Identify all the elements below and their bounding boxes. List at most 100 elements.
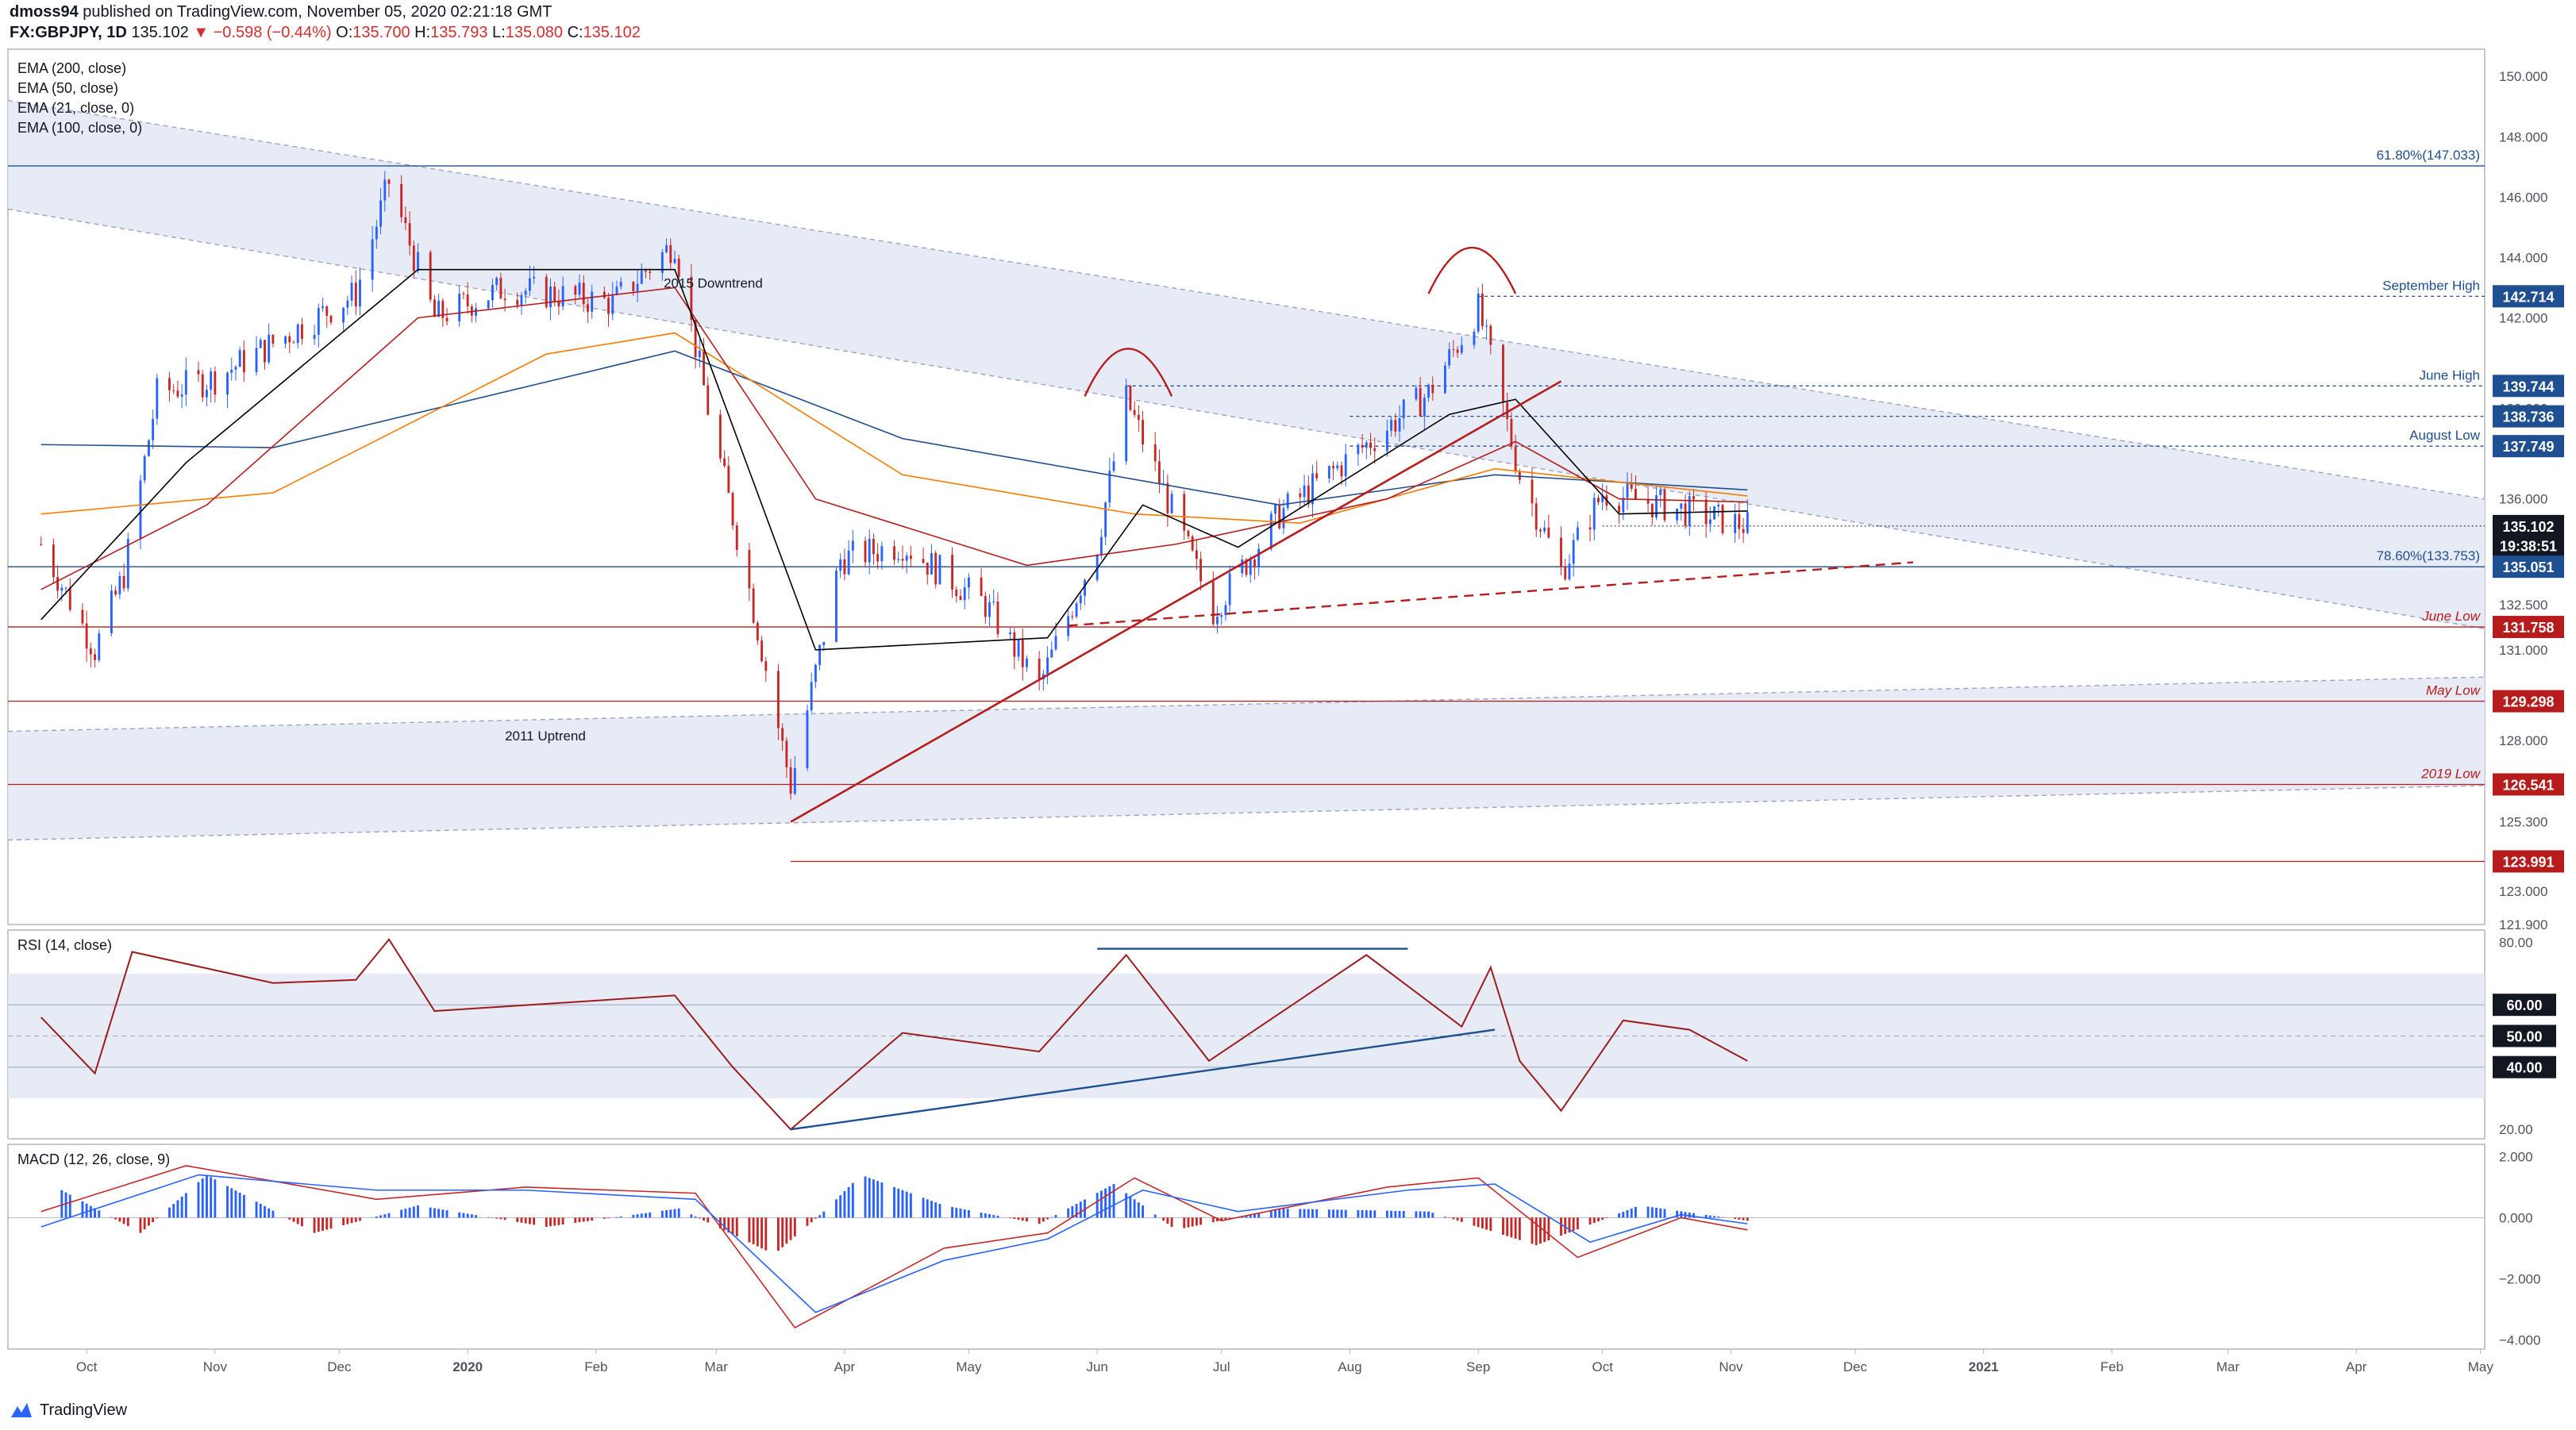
x-tick-label: Feb (584, 1359, 607, 1374)
macd-histogram-bar (1534, 1217, 1538, 1246)
candle-body (1253, 559, 1256, 567)
candle-body (1568, 563, 1571, 579)
candle-body (317, 308, 320, 335)
candle-body (557, 302, 560, 307)
price-badge (2493, 555, 2564, 579)
candle-body (1373, 448, 1377, 452)
macd-histogram-bar (607, 1217, 610, 1219)
price-badge (2493, 850, 2564, 873)
macd-histogram-bar (1385, 1210, 1388, 1218)
x-tick-label: Oct (1592, 1359, 1613, 1374)
candle-body (677, 259, 680, 277)
candle-body (122, 575, 125, 589)
macd-histogram-bar (752, 1217, 755, 1245)
candle-body (922, 559, 925, 563)
candle-body (94, 654, 96, 660)
candle-body (1303, 485, 1306, 498)
candle-body (673, 259, 676, 263)
candle-body (636, 283, 639, 291)
macd-histogram-bar (1605, 1217, 1608, 1219)
candle-body (1588, 527, 1592, 530)
macd-histogram-bar (992, 1215, 995, 1218)
candle-body (491, 285, 494, 301)
candle-body (1315, 473, 1319, 479)
candle-body (1112, 461, 1115, 471)
author-name[interactable]: dmoss94 (10, 3, 79, 21)
x-tick-label: May (956, 1359, 982, 1374)
candle-body (1369, 442, 1372, 448)
x-tick-label: Dec (1843, 1359, 1868, 1374)
candle-body (561, 286, 564, 307)
candle-body (168, 378, 171, 390)
macd-histogram-bar (1427, 1211, 1430, 1218)
y-tick-label: 146.000 (2499, 190, 2547, 205)
macd-histogram-bar (1224, 1217, 1227, 1220)
candle-body (264, 340, 266, 363)
macd-histogram-bar (1431, 1213, 1434, 1218)
macd-histogram-bar (1622, 1212, 1625, 1218)
candle-body (1431, 384, 1434, 394)
candle-body (268, 335, 271, 363)
candle-body (325, 306, 329, 316)
macd-histogram-bar (322, 1217, 324, 1231)
candle-body (156, 378, 159, 419)
macd-histogram-bar (325, 1217, 329, 1230)
candle-body (1336, 465, 1339, 469)
candle-body (1299, 493, 1302, 498)
macd-histogram-bar (533, 1217, 536, 1225)
price-badge (2493, 690, 2564, 713)
price-badge-label: 138.736 (2502, 409, 2554, 425)
macd-tick-label: 2.000 (2499, 1149, 2533, 1164)
candle-body (1592, 498, 1596, 530)
macd-histogram-bar (996, 1216, 999, 1218)
candle-body (68, 587, 71, 610)
candle-body (350, 283, 353, 301)
macd-histogram-bar (1021, 1217, 1024, 1221)
macd-histogram-bar (1046, 1217, 1049, 1220)
y-tick-label: 148.000 (2499, 129, 2547, 144)
macd-histogram-bar (1315, 1209, 1319, 1218)
y-tick-label: 132.500 (2499, 598, 2547, 613)
candle-body (1456, 349, 1459, 353)
macd-histogram-bar (1344, 1209, 1347, 1218)
candle-body (1518, 471, 1521, 480)
macd-histogram-bar (872, 1179, 875, 1218)
macd-histogram-bar (1137, 1202, 1140, 1218)
macd-histogram-bar (1510, 1217, 1513, 1238)
macd-histogram-bar (864, 1176, 867, 1218)
down-triangle-icon: ▼ (193, 24, 210, 41)
candle-body (1054, 636, 1057, 650)
macd-histogram-bar (122, 1217, 125, 1224)
candle-body (1357, 444, 1360, 455)
macd-histogram-bar (822, 1211, 826, 1218)
candle-body (926, 563, 929, 575)
level-label: 2019 Low (2420, 766, 2481, 781)
candle-body (1576, 527, 1579, 540)
candle-body (619, 282, 622, 287)
candle-body (152, 418, 155, 440)
macd-histogram-bar (329, 1217, 333, 1229)
candle-body (445, 317, 449, 321)
macd-tick-label: 0.000 (2499, 1210, 2533, 1225)
macd-histogram-bar (81, 1201, 84, 1218)
candle-body (587, 304, 589, 312)
macd-histogram-bar (1663, 1209, 1666, 1218)
brand-label: TradingView (40, 1401, 128, 1419)
chart-header: dmoss94 published on TradingView.com, No… (0, 0, 2576, 48)
macd-histogram-bar (1311, 1209, 1314, 1218)
macd-histogram-bar (1104, 1188, 1107, 1218)
candle-body (56, 577, 60, 591)
close-value: 135.102 (583, 24, 641, 41)
candle-body (731, 493, 734, 526)
macd-histogram-bar (1357, 1209, 1360, 1218)
candle-body (1286, 493, 1289, 509)
macd-histogram-bar (180, 1196, 183, 1218)
macd-histogram-bar (1543, 1217, 1546, 1243)
macd-histogram-bar (1452, 1217, 1455, 1220)
macd-histogram-bar (1419, 1211, 1422, 1218)
macd-histogram-bar (350, 1217, 353, 1224)
macd-histogram-bar (1713, 1216, 1715, 1218)
symbol-label[interactable]: FX:GBPJPY, 1D (10, 24, 127, 41)
macd-histogram-bar (955, 1208, 958, 1218)
